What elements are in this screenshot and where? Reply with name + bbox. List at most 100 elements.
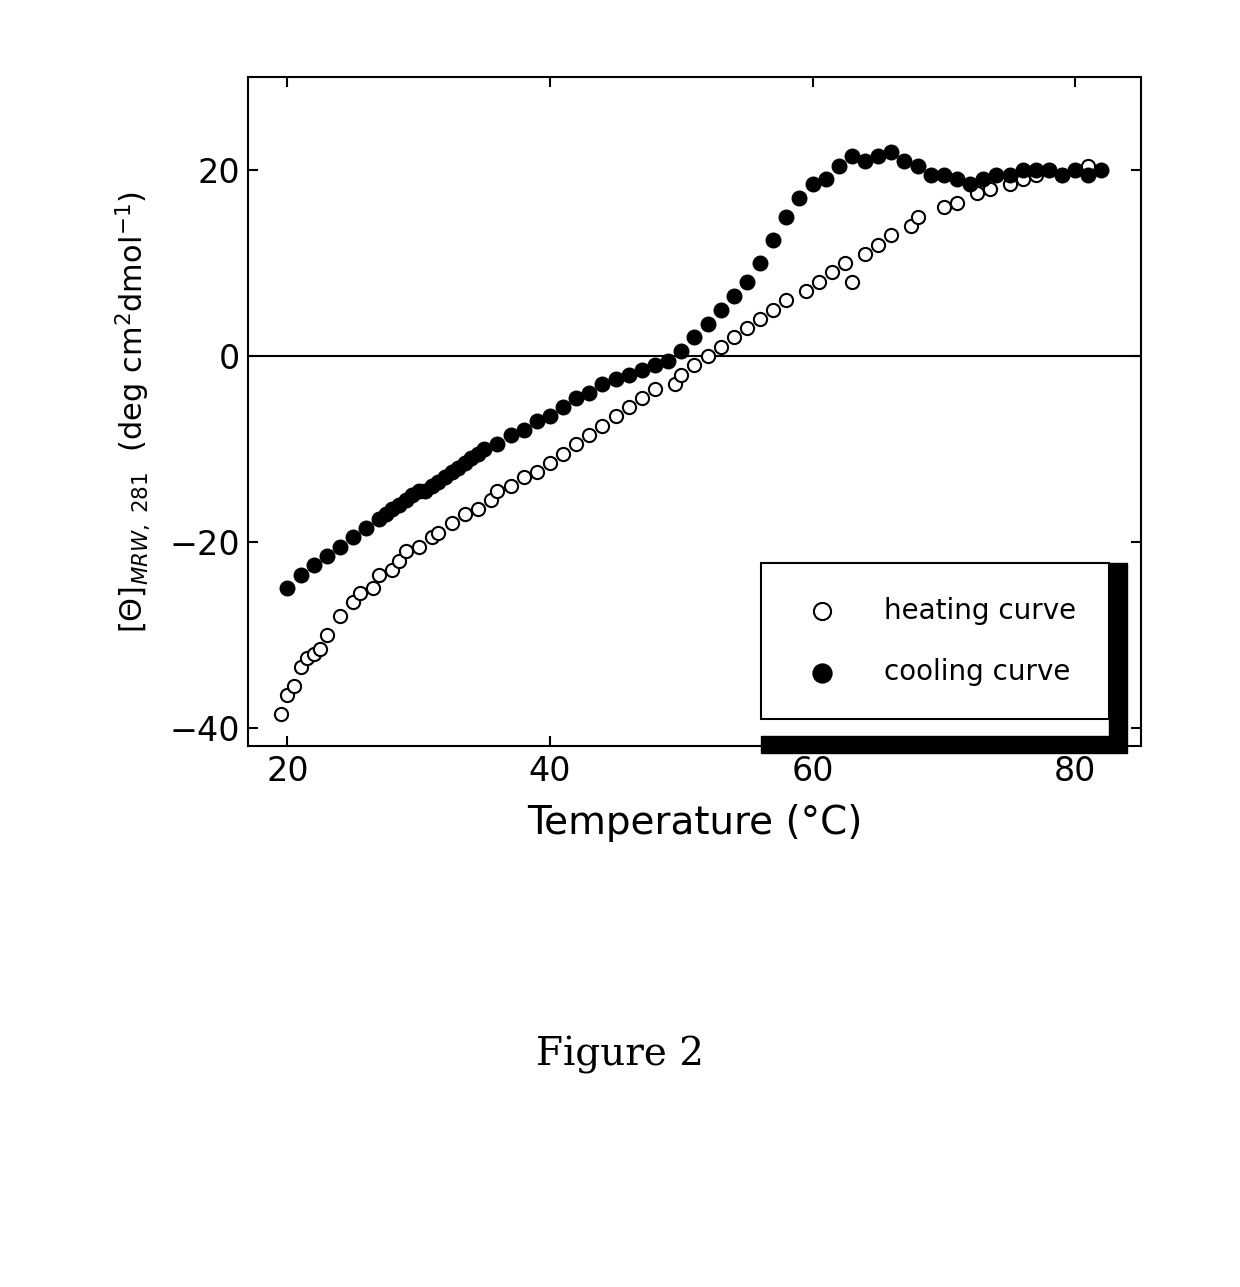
cooling curve: [513, 420, 533, 440]
heating curve: [501, 476, 521, 497]
cooling curve: [396, 490, 415, 511]
heating curve: [429, 523, 449, 543]
cooling curve: [593, 373, 613, 394]
heating curve: [671, 364, 691, 385]
heating curve: [330, 606, 350, 627]
heating curve: [737, 318, 756, 338]
cooling curve: [541, 407, 560, 427]
cooling curve: [382, 499, 402, 520]
cooling curve: [389, 494, 409, 515]
heating curve: [724, 327, 744, 347]
heating curve: [455, 503, 475, 524]
cooling curve: [711, 300, 730, 320]
heating curve: [750, 309, 770, 329]
heating curve: [527, 462, 547, 483]
cooling curve: [947, 169, 967, 189]
heating curve: [481, 490, 501, 511]
cooling curve: [317, 546, 337, 566]
cooling curve: [973, 169, 993, 189]
cooling curve: [816, 169, 836, 189]
heating curve: [1052, 165, 1071, 185]
heating curve: [553, 444, 573, 465]
cooling curve: [441, 462, 461, 483]
heating curve: [1039, 160, 1059, 180]
cooling curve: [698, 313, 718, 333]
cooling curve: [461, 448, 481, 468]
cooling curve: [802, 174, 822, 194]
heating curve: [908, 206, 928, 227]
cooling curve: [828, 156, 848, 176]
heating curve: [363, 578, 383, 598]
heating curve: [665, 373, 684, 394]
heating curve: [934, 197, 954, 218]
heating curve: [409, 537, 429, 557]
heating curve: [350, 583, 370, 604]
cooling curve: [658, 350, 678, 371]
cooling curve: [1091, 160, 1111, 180]
cooling curve: [908, 156, 928, 176]
cooling curve: [1013, 160, 1033, 180]
cooling curve: [894, 151, 914, 171]
heating curve: [947, 193, 967, 214]
cooling curve: [501, 425, 521, 445]
cooling curve: [402, 485, 422, 506]
Legend: heating curve, cooling curve: heating curve, cooling curve: [761, 564, 1109, 719]
heating curve: [317, 624, 337, 645]
cooling curve: [842, 145, 862, 166]
cooling curve: [429, 471, 449, 492]
cooling curve: [527, 411, 547, 431]
heating curve: [270, 704, 290, 725]
heating curve: [1079, 156, 1099, 176]
cooling curve: [376, 503, 396, 524]
cooling curve: [1065, 160, 1085, 180]
cooling curve: [999, 165, 1019, 185]
cooling curve: [1039, 160, 1059, 180]
heating curve: [1065, 160, 1085, 180]
heating curve: [441, 514, 461, 534]
cooling curve: [422, 476, 441, 497]
heating curve: [382, 560, 402, 580]
heating curve: [593, 416, 613, 436]
Text: Figure 2: Figure 2: [536, 1036, 704, 1075]
cooling curve: [684, 327, 704, 347]
heating curve: [396, 541, 415, 561]
cooling curve: [370, 508, 389, 529]
cooling curve: [330, 537, 350, 557]
X-axis label: Temperature (°C): Temperature (°C): [527, 804, 862, 843]
heating curve: [310, 638, 330, 659]
heating curve: [298, 647, 317, 668]
heating curve: [698, 346, 718, 367]
cooling curve: [356, 517, 376, 538]
heating curve: [619, 396, 639, 417]
cooling curve: [737, 272, 756, 292]
heating curve: [579, 425, 599, 445]
cooling curve: [1025, 160, 1045, 180]
cooling curve: [304, 555, 324, 575]
heating curve: [304, 644, 324, 664]
cooling curve: [632, 360, 652, 381]
cooling curve: [619, 364, 639, 385]
heating curve: [822, 263, 842, 283]
cooling curve: [487, 434, 507, 454]
cooling curve: [343, 528, 363, 548]
Bar: [1109, 564, 1127, 736]
Bar: [761, 736, 1127, 753]
cooling curve: [934, 165, 954, 185]
heating curve: [856, 243, 875, 264]
cooling curve: [579, 384, 599, 404]
heating curve: [290, 658, 310, 678]
cooling curve: [467, 444, 487, 465]
heating curve: [422, 528, 441, 548]
cooling curve: [290, 564, 310, 584]
cooling curve: [764, 229, 784, 250]
cooling curve: [605, 369, 625, 390]
heating curve: [810, 272, 830, 292]
cooling curve: [671, 341, 691, 362]
heating curve: [764, 300, 784, 320]
cooling curve: [553, 396, 573, 417]
cooling curve: [724, 286, 744, 306]
heating curve: [1025, 165, 1045, 185]
heating curve: [776, 290, 796, 310]
cooling curve: [475, 439, 495, 459]
heating curve: [541, 453, 560, 474]
